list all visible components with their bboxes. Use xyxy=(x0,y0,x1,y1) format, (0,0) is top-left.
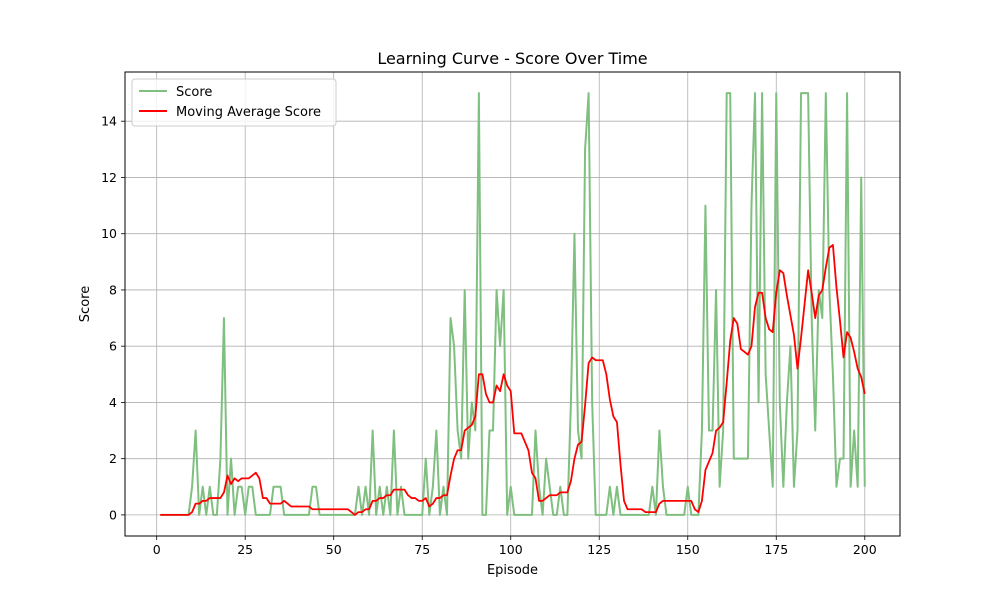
y-tick-label: 0 xyxy=(109,507,117,522)
y-axis-label: Score xyxy=(78,286,93,322)
x-tick-label: 0 xyxy=(153,542,161,557)
y-tick-label: 4 xyxy=(109,395,117,410)
x-tick-label: 125 xyxy=(587,542,611,557)
plot-series xyxy=(160,92,866,516)
x-axis-label: Episode xyxy=(487,563,538,578)
moving-average-series-line xyxy=(160,244,866,516)
y-tick-label: 14 xyxy=(101,114,117,129)
score-series-line xyxy=(160,92,866,516)
axis-ticks: 0 25 50 75 100 125 150 175 200 0 2 4 6 8 10 12 14 xyxy=(101,114,877,557)
y-tick-label: 6 xyxy=(109,339,117,354)
x-tick-label: 50 xyxy=(326,542,342,557)
x-tick-label: 175 xyxy=(764,542,788,557)
y-tick-label: 12 xyxy=(101,170,117,185)
x-tick-label: 100 xyxy=(499,542,523,557)
x-tick-label: 25 xyxy=(237,542,253,557)
x-tick-label: 75 xyxy=(414,542,430,557)
legend-box xyxy=(131,78,337,127)
y-tick-label: 10 xyxy=(101,226,117,241)
y-tick-label: 8 xyxy=(109,282,117,297)
legend-label-moving-average: Moving Average Score xyxy=(176,105,321,120)
axes-frame xyxy=(124,71,901,537)
legend-label-score: Score xyxy=(176,85,212,100)
legend: Score Moving Average Score xyxy=(131,78,337,127)
y-tick-label: 2 xyxy=(109,451,117,466)
chart-title: Learning Curve - Score Over Time xyxy=(377,49,647,68)
x-tick-label: 150 xyxy=(676,542,700,557)
x-tick-label: 200 xyxy=(853,542,877,557)
